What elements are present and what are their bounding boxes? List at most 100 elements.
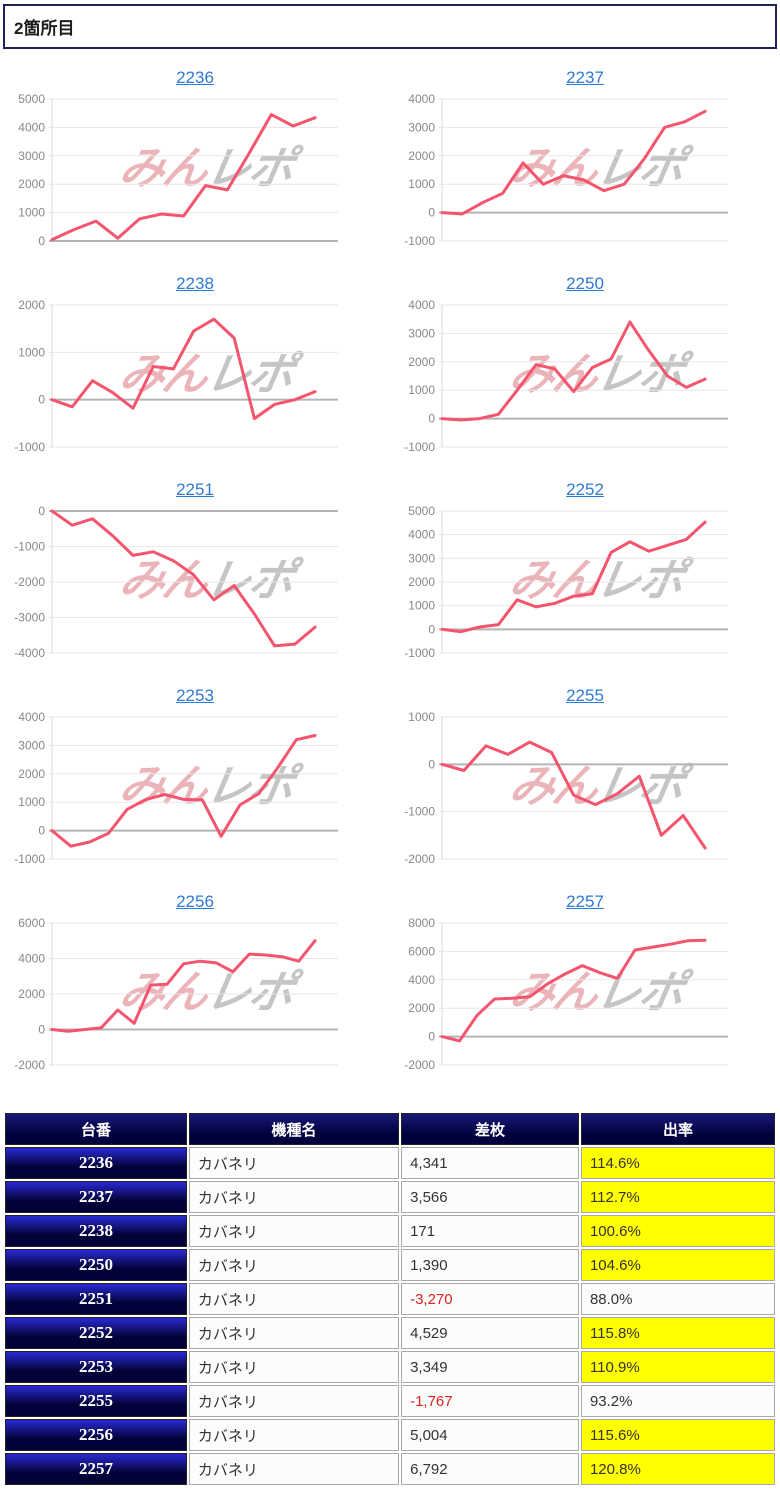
data-line-2253 — [50, 734, 317, 848]
results-table: 台番 機種名 差枚 出率 2236 カバネリ 4,341 114.6% 2237 カバネリ 3,5… — [3, 1111, 777, 1487]
line-chart-2236: 5000 4000 3000 2000 1000 0 — [18, 92, 338, 248]
table-row-2256: 2256 カバネリ 5,004 115.6% — [5, 1419, 775, 1451]
y-tick-label: -1000 — [404, 646, 435, 660]
y-tick-label: 2000 — [18, 298, 45, 312]
chart-block-2256: 2256 みんレポ 6000 4000 2000 0 -2000 — [0, 891, 390, 1073]
chart-block-2255: 2255 みんレポ 1000 0 -1000 -2000 — [390, 685, 780, 867]
table-row-2250: 2250 カバネリ 1,390 104.6% — [5, 1249, 775, 1281]
y-tick-label: -1000 — [14, 540, 45, 554]
model-name-cell: カバネリ — [188, 1181, 400, 1213]
y-tick-label: -2000 — [14, 1058, 45, 1072]
model-name-cell: カバネリ — [188, 1317, 400, 1349]
y-tick-label: 6000 — [408, 944, 435, 958]
chart-block-2257: 2257 みんレポ 8000 6000 4000 2000 0 -2000 — [390, 891, 780, 1073]
model-name-cell: カバネリ — [188, 1215, 400, 1247]
y-tick-label: -1000 — [14, 852, 45, 866]
y-tick-label: 3000 — [408, 326, 435, 340]
chart-block-2238: 2238 みんレポ 2000 1000 0 -1000 — [0, 273, 390, 455]
payout-rate-cell: 114.6% — [580, 1147, 775, 1179]
model-name-cell: カバネリ — [188, 1249, 400, 1281]
payout-rate-cell: 120.8% — [580, 1453, 775, 1485]
y-tick-label: 2000 — [408, 575, 435, 589]
diff-coins-cell: 5,004 — [401, 1419, 579, 1451]
y-tick-label: 2000 — [408, 1001, 435, 1015]
chart-title-link-2251[interactable]: 2251 — [176, 480, 214, 499]
y-tick-label: 2000 — [408, 149, 435, 163]
y-tick-label: 0 — [428, 206, 435, 220]
y-tick-label: -1000 — [404, 234, 435, 248]
y-tick-label: 3000 — [408, 120, 435, 134]
y-tick-label: 2000 — [408, 355, 435, 369]
diff-coins-cell: 4,529 — [401, 1317, 579, 1349]
diff-coins-cell: 3,349 — [401, 1351, 579, 1383]
y-tick-label: -1000 — [404, 805, 435, 819]
column-header: 台番 — [5, 1113, 187, 1145]
chart-block-2251: 2251 みんレポ 0 -1000 -2000 -3000 -4000 — [0, 479, 390, 661]
chart-title-link-2256[interactable]: 2256 — [176, 892, 214, 911]
page-title: 2箇所目 — [14, 19, 75, 38]
y-tick-label: 6000 — [18, 916, 45, 930]
y-tick-label: -2000 — [404, 1058, 435, 1072]
line-chart-2257: 8000 6000 4000 2000 0 -2000 — [404, 916, 728, 1072]
column-header: 出率 — [580, 1113, 775, 1145]
diff-coins-cell: -3,270 — [401, 1283, 579, 1315]
y-tick-label: 3000 — [18, 738, 45, 752]
chart-block-2252: 2252 みんレポ 5000 4000 3000 2000 1000 0 -1000 — [390, 479, 780, 661]
y-tick-label: 1000 — [408, 177, 435, 191]
chart-title-link-2255[interactable]: 2255 — [566, 686, 604, 705]
y-tick-label: 3000 — [408, 551, 435, 565]
model-name-cell: カバネリ — [188, 1453, 400, 1485]
machine-number-cell: 2255 — [5, 1385, 187, 1417]
machine-number-cell: 2257 — [5, 1453, 187, 1485]
data-line-2237 — [440, 109, 707, 216]
machine-number-cell: 2236 — [5, 1147, 187, 1179]
y-tick-label: -1000 — [14, 440, 45, 454]
y-tick-label: 1000 — [408, 710, 435, 724]
data-line-2250 — [440, 320, 707, 422]
y-tick-label: 4000 — [18, 710, 45, 724]
payout-rate-cell: 112.7% — [580, 1181, 775, 1213]
charts-grid: 2236 みんレポ 5000 4000 3000 2000 1000 0 2237 みんレ… — [0, 67, 780, 1097]
y-tick-label: 3000 — [18, 149, 45, 163]
data-line-2251 — [50, 509, 317, 648]
chart-title-link-2257[interactable]: 2257 — [566, 892, 604, 911]
data-line-2257 — [440, 938, 707, 1043]
chart-title-link-2253[interactable]: 2253 — [176, 686, 214, 705]
y-tick-label: 0 — [428, 757, 435, 771]
y-tick-label: 4000 — [408, 298, 435, 312]
table-body: 2236 カバネリ 4,341 114.6% 2237 カバネリ 3,566 112.7% 22… — [5, 1147, 775, 1485]
model-name-cell: カバネリ — [188, 1351, 400, 1383]
line-chart-2251: 0 -1000 -2000 -3000 -4000 — [14, 504, 338, 660]
table-header-row: 台番 機種名 差枚 出率 — [5, 1113, 775, 1145]
line-chart-2252: 5000 4000 3000 2000 1000 0 -1000 — [404, 504, 728, 660]
payout-rate-cell: 104.6% — [580, 1249, 775, 1281]
table-row-2251: 2251 カバネリ -3,270 88.0% — [5, 1283, 775, 1315]
chart-title-link-2238[interactable]: 2238 — [176, 274, 214, 293]
y-tick-label: 0 — [38, 504, 45, 518]
table-row-2237: 2237 カバネリ 3,566 112.7% — [5, 1181, 775, 1213]
machine-number-cell: 2238 — [5, 1215, 187, 1247]
y-tick-label: -3000 — [14, 611, 45, 625]
table-row-2255: 2255 カバネリ -1,767 93.2% — [5, 1385, 775, 1417]
chart-block-2236: 2236 みんレポ 5000 4000 3000 2000 1000 0 — [0, 67, 390, 249]
machine-number-cell: 2251 — [5, 1283, 187, 1315]
chart-block-2253: 2253 みんレポ 4000 3000 2000 1000 0 -1000 — [0, 685, 390, 867]
data-line-2252 — [440, 520, 707, 634]
chart-title-link-2250[interactable]: 2250 — [566, 274, 604, 293]
diff-coins-cell: 1,390 — [401, 1249, 579, 1281]
chart-title-link-2252[interactable]: 2252 — [566, 480, 604, 499]
y-tick-label: 1000 — [408, 383, 435, 397]
y-tick-label: 5000 — [18, 92, 45, 106]
model-name-cell: カバネリ — [188, 1147, 400, 1179]
chart-title-link-2237[interactable]: 2237 — [566, 68, 604, 87]
y-tick-label: 0 — [428, 412, 435, 426]
column-header: 機種名 — [188, 1113, 400, 1145]
line-chart-2255: 1000 0 -1000 -2000 — [404, 710, 728, 866]
line-chart-2250: 4000 3000 2000 1000 0 -1000 — [404, 298, 728, 454]
chart-title-link-2236[interactable]: 2236 — [176, 68, 214, 87]
payout-rate-cell: 110.9% — [580, 1351, 775, 1383]
y-tick-label: 0 — [38, 393, 45, 407]
y-tick-label: 4000 — [408, 92, 435, 106]
table-row-2252: 2252 カバネリ 4,529 115.8% — [5, 1317, 775, 1349]
table-row-2236: 2236 カバネリ 4,341 114.6% — [5, 1147, 775, 1179]
